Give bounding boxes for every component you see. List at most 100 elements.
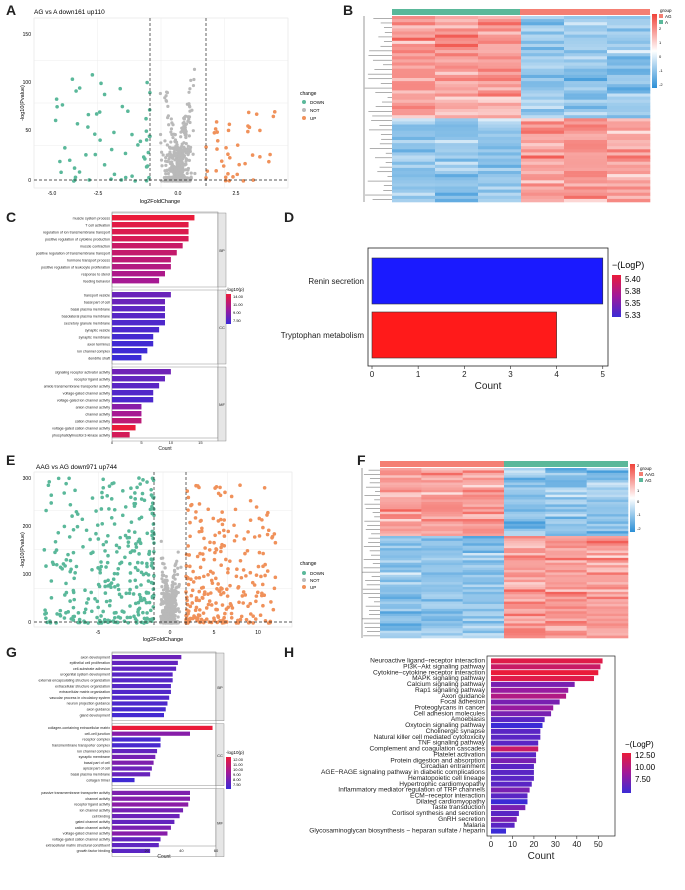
volcano-point-not bbox=[164, 172, 168, 176]
heatmap-cell bbox=[545, 562, 587, 566]
heatmap-cell bbox=[380, 531, 422, 534]
heatmap-cell bbox=[462, 591, 505, 595]
heatmap-cell bbox=[521, 109, 565, 113]
heatmap-cell bbox=[478, 78, 522, 82]
heatmap-cell bbox=[380, 511, 422, 515]
heatmap-cell bbox=[607, 158, 651, 162]
volcano-point-up bbox=[229, 611, 234, 616]
volcano-point-up bbox=[206, 507, 211, 512]
heatmap-cell bbox=[392, 56, 436, 60]
heatmap-cell bbox=[478, 130, 522, 135]
heatmap-cell bbox=[521, 90, 565, 94]
heatmap-cell bbox=[504, 584, 546, 588]
heatmap-cell bbox=[435, 109, 479, 113]
heatmap-cell bbox=[392, 53, 436, 57]
volcano-point-not bbox=[161, 601, 165, 606]
volcano-point-up bbox=[248, 601, 253, 606]
go-bar bbox=[112, 404, 142, 410]
heatmap-cell bbox=[380, 565, 422, 568]
volcano-point-down bbox=[88, 537, 92, 542]
heatmap-cell bbox=[607, 164, 651, 169]
volcano-point-not bbox=[186, 144, 190, 148]
heatmap-cell bbox=[545, 579, 587, 583]
heatmap-cell bbox=[392, 124, 436, 128]
volcano-point-down bbox=[64, 481, 68, 486]
heatmap-cell bbox=[607, 121, 651, 125]
volcano-point-down bbox=[151, 581, 156, 586]
volcano-point-down bbox=[103, 579, 107, 584]
heatmap-cell bbox=[564, 90, 608, 94]
volcano-point-up bbox=[230, 606, 235, 610]
heatmap-cell bbox=[421, 504, 463, 508]
heatmap-cell bbox=[392, 40, 436, 45]
volcano-point-up bbox=[215, 620, 220, 625]
heatmap-cell bbox=[564, 99, 608, 104]
volcano-point-not bbox=[180, 129, 184, 134]
volcano-point-down bbox=[138, 541, 143, 546]
heatmap-b-legend-ag-swatch bbox=[659, 14, 663, 18]
go-term-label: response to sterol bbox=[81, 273, 110, 277]
heatmap-cell bbox=[392, 90, 436, 94]
volcano-point-up bbox=[235, 567, 239, 572]
heatmap-cell bbox=[545, 487, 587, 491]
go-bar bbox=[112, 825, 171, 830]
heatmap-cell bbox=[380, 509, 422, 513]
heatmap-cell bbox=[545, 499, 587, 503]
heatmap-cell bbox=[421, 623, 463, 627]
heatmap-cell bbox=[421, 485, 463, 488]
volcano-point-up bbox=[243, 551, 247, 556]
kegg-h-category: Oxytocin signaling pathway bbox=[405, 722, 486, 729]
kegg-h-category: Natural killer cell mediated cytotoxicit… bbox=[374, 734, 486, 741]
heatmap-cell bbox=[504, 485, 546, 488]
go-bar bbox=[112, 320, 165, 326]
heatmap-cell bbox=[545, 521, 587, 525]
heatmap-cell bbox=[421, 516, 463, 520]
heatmap-cell bbox=[462, 543, 505, 547]
heatmap-cell bbox=[586, 570, 629, 573]
kegg-h-category: Rap1 signaling pathway bbox=[415, 687, 486, 694]
volcano-point-down bbox=[134, 542, 138, 546]
heatmap-cell bbox=[462, 577, 505, 581]
heatmap-cell bbox=[607, 174, 651, 178]
volcano-point-up bbox=[245, 548, 250, 553]
heatmap-cell bbox=[392, 180, 436, 184]
go-bar bbox=[112, 292, 171, 298]
heatmap-cell bbox=[586, 582, 629, 585]
heatmap-cell bbox=[607, 28, 651, 32]
kegg-h-category: Cytokine−cytokine receptor interaction bbox=[373, 669, 485, 676]
volcano-point-down bbox=[77, 86, 82, 90]
heatmap-cell bbox=[586, 618, 629, 622]
heatmap-cell bbox=[462, 606, 505, 610]
heatmap-cell bbox=[545, 550, 587, 554]
go-c-legend-value: 9.00 bbox=[233, 310, 242, 315]
heatmap-cell bbox=[421, 492, 463, 496]
kegg-h-category: Dilated cardiomyopathy bbox=[416, 798, 486, 805]
heatmap-b-legend-a: A bbox=[665, 20, 668, 25]
panel-a-volcano: A AG vs A down161 up110 -5.0 -2.5 0.0 2.… bbox=[6, 2, 324, 205]
volcano-point-up bbox=[261, 551, 265, 556]
heatmap-cell bbox=[607, 124, 651, 128]
volcano-point-not bbox=[182, 168, 186, 172]
kegg-h-bar bbox=[491, 728, 541, 734]
heatmap-cell bbox=[586, 528, 629, 532]
heatmap-cell bbox=[462, 596, 505, 600]
volcano-point-down bbox=[67, 158, 72, 163]
volcano-point-down bbox=[123, 505, 128, 509]
volcano-point-down bbox=[123, 175, 128, 180]
heatmap-cell bbox=[392, 31, 436, 35]
heatmap-cell bbox=[392, 84, 436, 88]
volcano-point-down bbox=[55, 612, 59, 616]
go-term-label: signaling receptor activator activity bbox=[55, 371, 110, 375]
go-c-colorbar bbox=[226, 294, 231, 324]
heatmap-cell bbox=[607, 47, 651, 51]
heatmap-cell bbox=[545, 482, 587, 486]
volcano-point-up bbox=[266, 528, 271, 533]
volcano-point-not bbox=[165, 153, 169, 158]
heatmap-cell bbox=[380, 594, 422, 598]
go-bar bbox=[112, 369, 171, 375]
heatmap-cell bbox=[521, 164, 565, 169]
heatmap-cell bbox=[586, 599, 629, 602]
heatmap-cell bbox=[435, 140, 479, 144]
volcano-point-down bbox=[106, 618, 110, 623]
volcano-point-not bbox=[168, 161, 173, 166]
